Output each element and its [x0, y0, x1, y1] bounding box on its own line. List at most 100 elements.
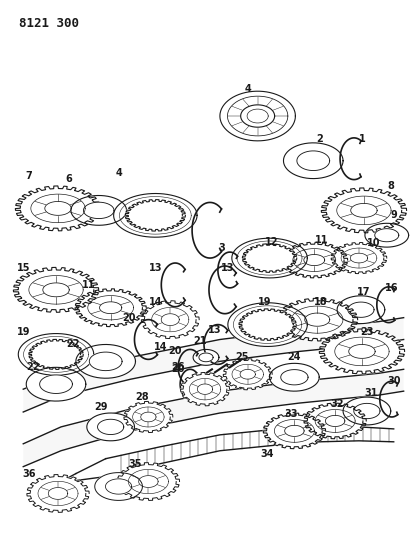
Polygon shape [223, 359, 272, 390]
Text: 7: 7 [26, 171, 32, 181]
Polygon shape [15, 186, 101, 231]
Polygon shape [95, 473, 143, 500]
Polygon shape [284, 143, 343, 179]
Polygon shape [304, 403, 366, 439]
Text: 11: 11 [314, 235, 328, 245]
Polygon shape [76, 344, 136, 378]
Polygon shape [99, 302, 122, 313]
Text: 24: 24 [288, 352, 301, 362]
Text: 26: 26 [171, 362, 185, 373]
Text: 20: 20 [169, 346, 182, 357]
Polygon shape [281, 243, 348, 278]
Text: 3: 3 [219, 243, 225, 253]
Polygon shape [239, 309, 296, 341]
Polygon shape [343, 397, 391, 425]
Text: 35: 35 [129, 459, 142, 469]
Text: 13: 13 [221, 263, 235, 273]
Polygon shape [285, 425, 304, 437]
Text: 15: 15 [16, 263, 30, 273]
Polygon shape [319, 329, 404, 374]
Polygon shape [124, 401, 173, 433]
Polygon shape [277, 298, 358, 341]
Text: 12: 12 [265, 237, 278, 247]
Polygon shape [351, 204, 377, 217]
Polygon shape [199, 353, 213, 362]
Polygon shape [26, 367, 86, 401]
Polygon shape [375, 229, 399, 242]
Polygon shape [228, 303, 307, 346]
Polygon shape [321, 188, 406, 233]
Polygon shape [241, 105, 275, 127]
Polygon shape [304, 254, 325, 265]
Polygon shape [305, 313, 330, 326]
Text: 30: 30 [387, 376, 400, 386]
Polygon shape [270, 364, 319, 391]
Polygon shape [139, 475, 158, 488]
Polygon shape [161, 314, 179, 326]
Text: 19: 19 [258, 297, 271, 307]
Polygon shape [326, 415, 345, 426]
Text: 8: 8 [387, 181, 394, 191]
Text: 2: 2 [316, 134, 323, 144]
Polygon shape [113, 193, 197, 237]
Polygon shape [27, 474, 89, 512]
Polygon shape [349, 344, 375, 358]
Polygon shape [43, 283, 69, 297]
Text: 18: 18 [314, 297, 328, 307]
Polygon shape [220, 91, 296, 141]
Polygon shape [39, 375, 72, 393]
Text: 31: 31 [364, 388, 378, 398]
Polygon shape [45, 201, 71, 215]
Polygon shape [87, 413, 134, 441]
Polygon shape [348, 302, 374, 317]
Polygon shape [75, 289, 146, 327]
Polygon shape [354, 403, 380, 418]
Text: 28: 28 [136, 392, 149, 402]
Polygon shape [350, 253, 368, 263]
Text: 32: 32 [330, 399, 344, 409]
Text: 8121 300: 8121 300 [19, 17, 79, 30]
Text: 22: 22 [66, 340, 80, 350]
Text: 16: 16 [385, 283, 399, 293]
Text: 4: 4 [244, 84, 251, 94]
Polygon shape [365, 223, 409, 247]
Polygon shape [141, 301, 199, 338]
Polygon shape [232, 238, 307, 278]
Polygon shape [117, 463, 180, 500]
Polygon shape [125, 200, 185, 231]
Polygon shape [97, 419, 124, 434]
Polygon shape [89, 352, 122, 370]
Polygon shape [180, 373, 229, 406]
Text: 4: 4 [115, 168, 122, 177]
Polygon shape [106, 479, 132, 494]
Text: 36: 36 [23, 469, 36, 479]
Text: 21: 21 [193, 336, 207, 346]
Text: 22: 22 [26, 362, 40, 373]
Polygon shape [141, 412, 156, 422]
Polygon shape [83, 202, 114, 219]
Polygon shape [48, 488, 68, 499]
Polygon shape [297, 151, 330, 171]
Text: 20: 20 [171, 364, 185, 374]
Text: 11: 11 [82, 280, 95, 290]
Polygon shape [337, 296, 385, 324]
Text: 10: 10 [367, 238, 381, 248]
Text: 34: 34 [261, 449, 274, 459]
Polygon shape [242, 244, 297, 272]
Text: 19: 19 [16, 327, 30, 336]
Polygon shape [240, 369, 255, 379]
Polygon shape [71, 196, 127, 225]
Text: 29: 29 [94, 402, 107, 412]
Polygon shape [281, 369, 308, 385]
Text: 23: 23 [360, 327, 374, 336]
Text: 14: 14 [154, 342, 167, 352]
Polygon shape [29, 340, 83, 369]
Polygon shape [14, 268, 99, 312]
Text: 13: 13 [149, 263, 162, 273]
Text: 17: 17 [357, 287, 371, 297]
Text: 25: 25 [235, 352, 249, 362]
Polygon shape [23, 318, 404, 412]
Polygon shape [331, 243, 387, 273]
Text: 9: 9 [390, 211, 397, 220]
Text: 33: 33 [285, 409, 298, 419]
